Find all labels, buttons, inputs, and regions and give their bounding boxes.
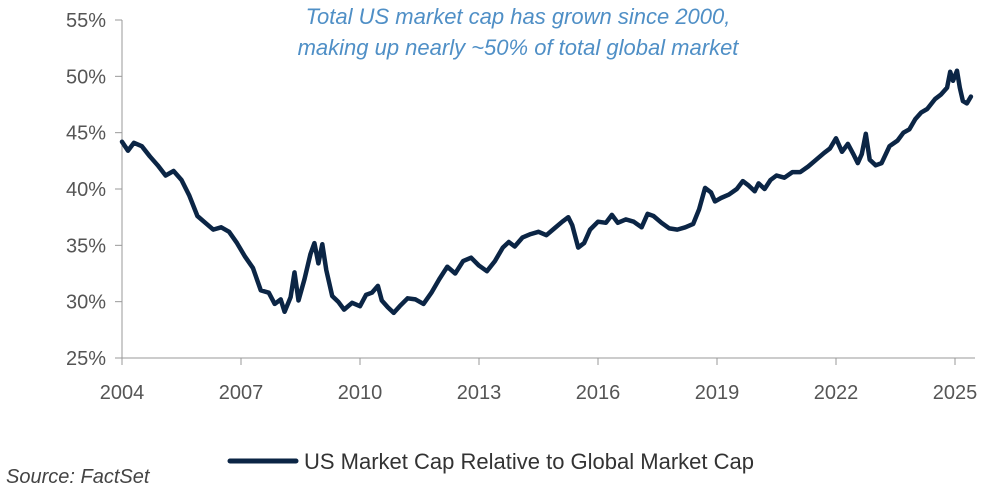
y-tick-label: 30% bbox=[66, 292, 106, 314]
y-axis: 25% 30% 35% 40% 45% 50% 55% bbox=[66, 10, 123, 370]
y-tick-label: 55% bbox=[66, 10, 106, 32]
y-tick-label: 50% bbox=[66, 66, 106, 88]
annotation-line-2: making up nearly ~50% of total global ma… bbox=[298, 35, 740, 60]
x-tick-label: 2022 bbox=[814, 382, 859, 404]
source-note: Source: FactSet bbox=[6, 466, 150, 488]
y-tick-label: 25% bbox=[66, 348, 106, 370]
x-axis: 2004 2007 2010 2013 2016 2019 2022 2025 bbox=[100, 357, 978, 404]
x-tick-label: 2016 bbox=[576, 382, 621, 404]
chart-annotation: Total US market cap has grown since 2000… bbox=[298, 4, 740, 60]
x-tick-label: 2004 bbox=[100, 382, 145, 404]
legend-label: US Market Cap Relative to Global Market … bbox=[304, 449, 754, 474]
x-tick-label: 2013 bbox=[457, 382, 502, 404]
series-line-us-market-cap bbox=[119, 68, 974, 316]
y-tick-label: 45% bbox=[66, 123, 106, 145]
y-tick-label: 35% bbox=[66, 235, 106, 257]
legend: US Market Cap Relative to Global Market … bbox=[227, 449, 754, 474]
x-tick-label: 2007 bbox=[219, 382, 264, 404]
x-tick-label: 2025 bbox=[933, 382, 978, 404]
x-tick-label: 2019 bbox=[695, 382, 740, 404]
annotation-line-1: Total US market cap has grown since 2000… bbox=[306, 4, 731, 29]
y-tick-label: 40% bbox=[66, 179, 106, 201]
x-tick-label: 2010 bbox=[338, 382, 383, 404]
